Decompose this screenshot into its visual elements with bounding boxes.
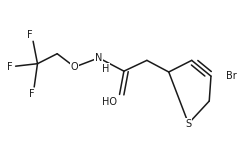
Text: F: F <box>27 30 33 40</box>
Text: H: H <box>102 64 109 74</box>
Text: F: F <box>7 62 13 72</box>
Text: S: S <box>186 119 192 128</box>
Text: HO: HO <box>102 97 117 107</box>
Text: F: F <box>29 89 35 99</box>
Text: O: O <box>71 62 78 72</box>
Text: N: N <box>95 53 102 63</box>
Text: Br: Br <box>226 71 236 81</box>
